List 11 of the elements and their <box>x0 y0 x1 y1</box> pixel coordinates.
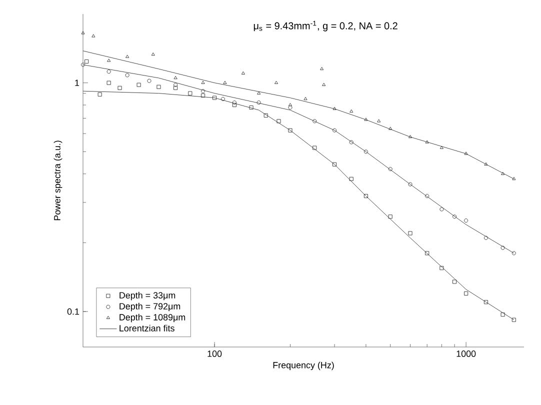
legend-label: Depth = 1089μm <box>120 314 186 322</box>
x-axis-title: Frequency (Hz) <box>273 362 334 370</box>
y-axis-title: Power spectra (a.u.) <box>54 140 62 220</box>
x-tick-label: 1000 <box>456 350 476 357</box>
legend-label: Lorentzian fits <box>120 324 174 332</box>
legend-label: Depth = 792μm <box>120 302 180 312</box>
legend-label: Depth = 33μm <box>120 292 176 300</box>
x-tick-label: 100 <box>208 350 222 357</box>
y-tick-label: 1 <box>75 80 80 86</box>
y-tick-label: 0.1 <box>67 308 80 315</box>
text: μ$_{s}$ = 9.43mm$^{-1}$, g = 0.2, NA = 0.2 <box>254 20 398 32</box>
